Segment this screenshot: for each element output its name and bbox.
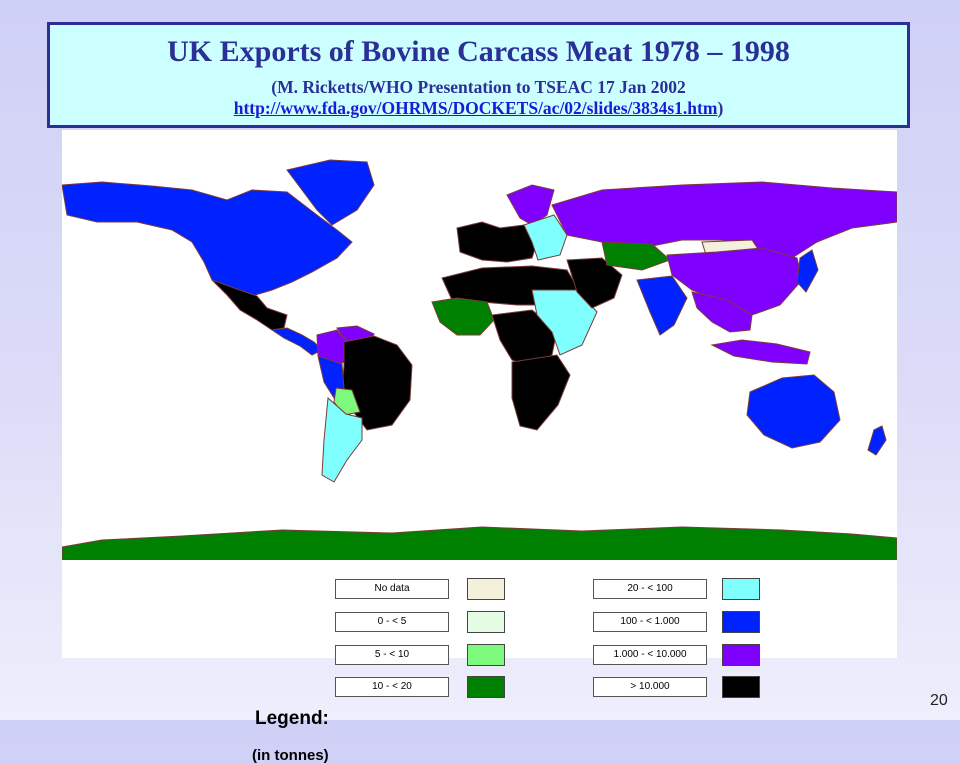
- source-link[interactable]: http://www.fda.gov/OHRMS/DOCKETS/ac/02/s…: [233, 98, 718, 118]
- map-region-middle-east: [566, 257, 623, 309]
- map-panel: Legend: (in tonnes): [62, 130, 897, 764]
- title-box: UK Exports of Bovine Carcass Meat 1978 –…: [47, 22, 910, 128]
- subtitle-close: ): [717, 98, 724, 118]
- map-region-australia: [746, 374, 841, 449]
- legend-swatch-20-100: [722, 578, 760, 600]
- world-map: [62, 159, 897, 560]
- page-number: 20: [930, 692, 948, 709]
- map-region-india: [636, 275, 688, 336]
- legend-label-no-data: No data: [335, 579, 449, 599]
- legend-label-1000-10000: 1.000 - < 10.000: [593, 645, 707, 665]
- legend-label-20-100: 20 - < 100: [593, 579, 707, 599]
- map-region-china: [666, 247, 803, 316]
- legend-swatch-no-data: [467, 578, 505, 600]
- map-region-kazakhstan: [601, 241, 671, 271]
- map-region-japan: [796, 249, 819, 293]
- slide-title: UK Exports of Bovine Carcass Meat 1978 –…: [167, 35, 790, 68]
- map-region-north-america: [62, 181, 353, 297]
- legend-swatch-1000-10000: [722, 644, 760, 666]
- map-region-indonesia: [710, 339, 811, 365]
- map-region-argentina-chile: [321, 396, 363, 483]
- legend-unit: (in tonnes): [252, 747, 329, 764]
- map-region-scandinavia: [506, 184, 555, 226]
- map-region-eastern-europe: [523, 214, 568, 261]
- legend-label-over-10000: > 10.000: [593, 677, 707, 697]
- legend-label-5-10: 5 - < 10: [335, 645, 449, 665]
- map-region-southern-africa: [511, 354, 571, 431]
- legend-label-10-20: 10 - < 20: [335, 677, 449, 697]
- map-region-central-america: [270, 327, 323, 356]
- legend-swatch-over-10000: [722, 676, 760, 698]
- map-region-antarctica: [62, 526, 897, 560]
- legend-label-0-5: 0 - < 5: [335, 612, 449, 632]
- map-region-new-zealand: [867, 425, 887, 456]
- subtitle-citation: (M. Ricketts/WHO Presentation to TSEAC 1…: [271, 77, 686, 97]
- map-region-greenland: [286, 159, 375, 226]
- legend-swatch-0-5: [467, 611, 505, 633]
- map-region-southeast-asia: [691, 291, 753, 333]
- map-region-west-africa: [431, 297, 495, 336]
- slide-subtitle: (M. Ricketts/WHO Presentation to TSEAC 1…: [50, 77, 907, 119]
- legend-swatch-100-1000: [722, 611, 760, 633]
- legend-swatch-10-20: [467, 676, 505, 698]
- legend-title: Legend:: [255, 708, 329, 729]
- legend-swatch-5-10: [467, 644, 505, 666]
- legend-label-100-1000: 100 - < 1.000: [593, 612, 707, 632]
- map-region-bolivia: [333, 387, 361, 416]
